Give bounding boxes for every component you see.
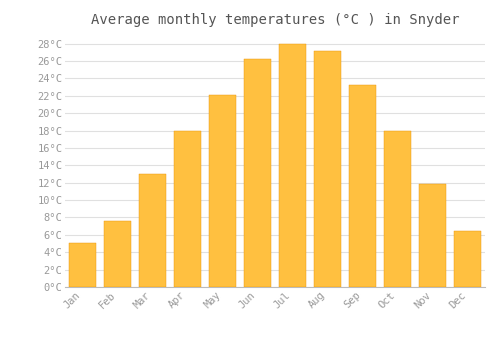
Bar (174, 132, 201, 287)
Bar (210, 95, 236, 287)
Bar (384, 131, 410, 287)
Bar (244, 60, 270, 287)
Bar (104, 221, 130, 287)
Bar (350, 85, 376, 287)
Bar (140, 174, 166, 287)
Bar (454, 231, 480, 287)
Bar (314, 51, 340, 287)
Bar (280, 44, 305, 287)
Bar (420, 184, 446, 287)
Bar (70, 243, 96, 287)
Title: Average monthly temperatures (°C ) in Snyder: Average monthly temperatures (°C ) in Sn… (91, 13, 459, 27)
